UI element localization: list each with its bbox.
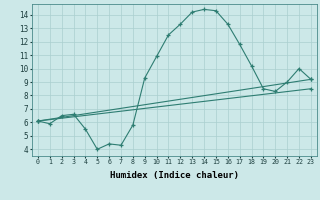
X-axis label: Humidex (Indice chaleur): Humidex (Indice chaleur) [110,171,239,180]
